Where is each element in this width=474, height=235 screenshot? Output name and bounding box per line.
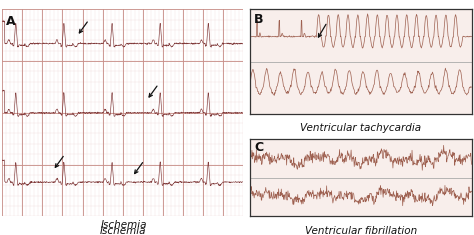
Text: C: C: [254, 141, 263, 154]
Text: B: B: [254, 12, 264, 26]
Text: Ventricular tachycardia: Ventricular tachycardia: [300, 123, 421, 133]
Text: Ventricular fibrillation: Ventricular fibrillation: [305, 226, 417, 235]
Text: A: A: [6, 15, 16, 27]
Text: Ischemia: Ischemia: [100, 226, 146, 235]
Text: Ischemia: Ischemia: [101, 220, 147, 230]
